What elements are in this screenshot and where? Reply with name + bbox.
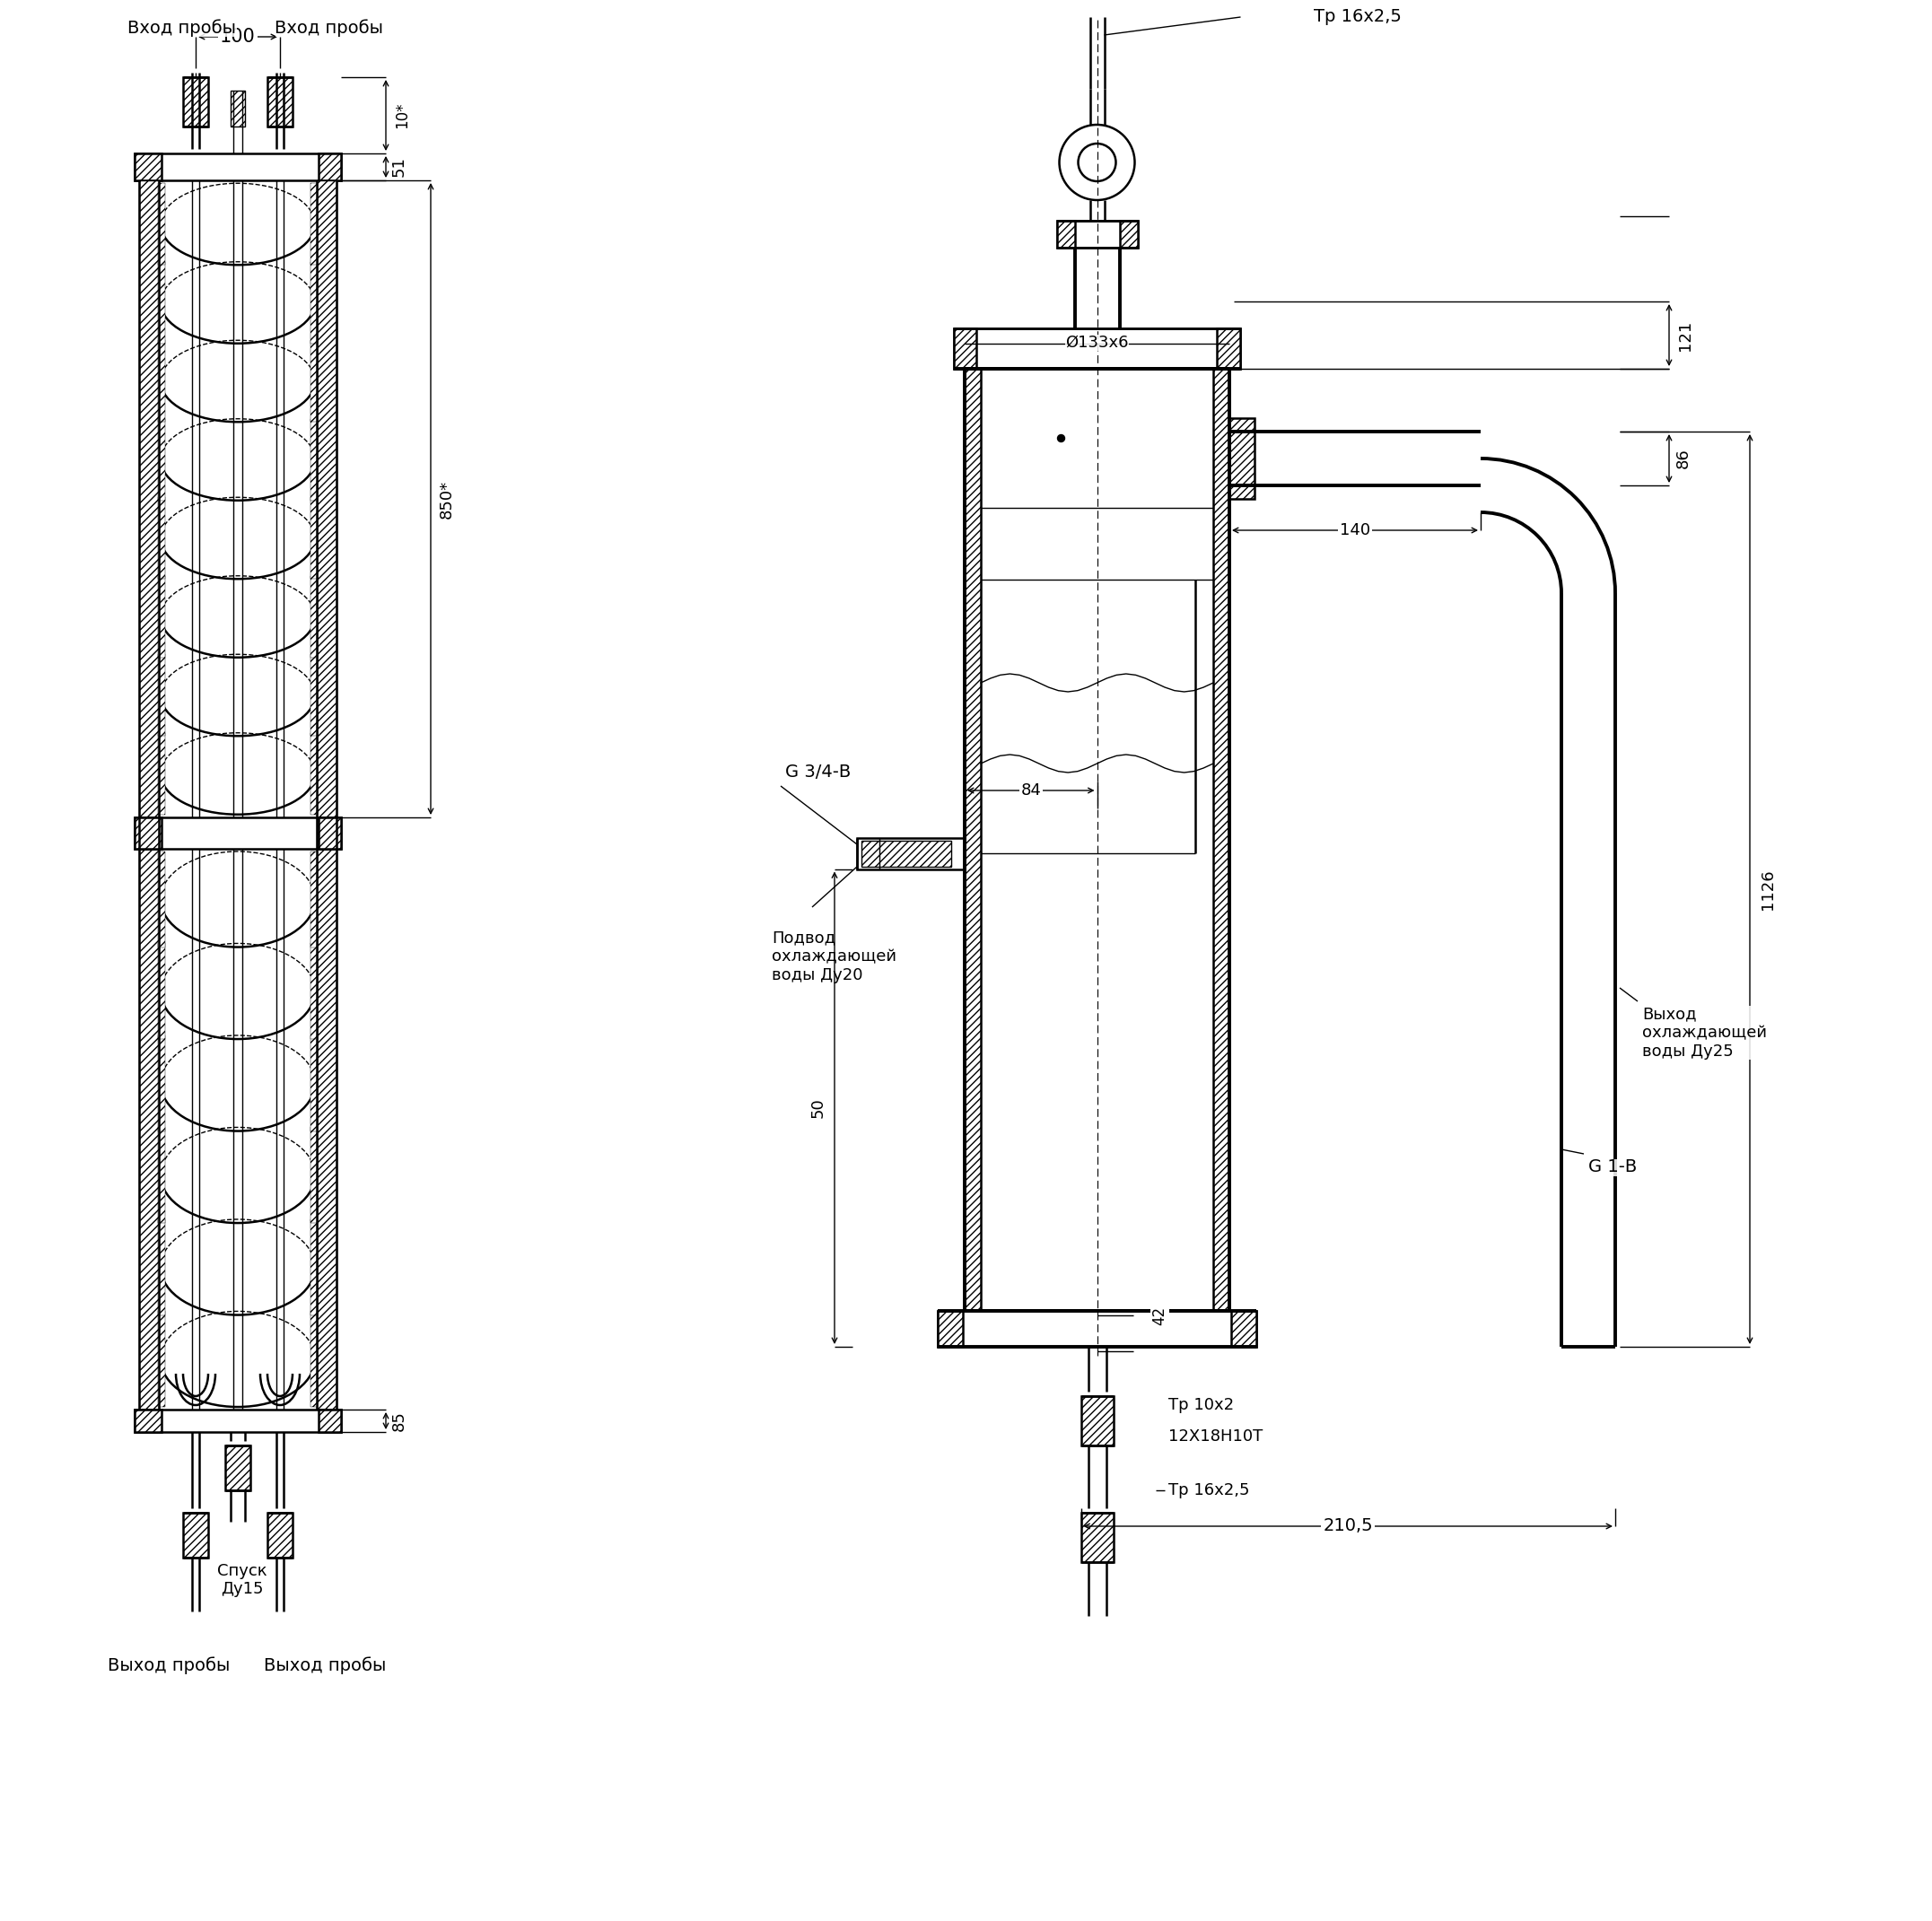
Text: Ø133х6: Ø133х6	[1065, 334, 1128, 352]
Text: 10*: 10*	[394, 102, 410, 129]
Text: Спуск
Ду15: Спуск Ду15	[216, 1562, 267, 1598]
Circle shape	[1057, 434, 1065, 442]
Bar	[311, 576, 317, 657]
Bar	[135, 1410, 340, 1431]
Bar	[317, 181, 336, 1410]
Bar	[858, 838, 964, 868]
Bar	[319, 1410, 340, 1431]
Text: 850*: 850*	[439, 480, 454, 519]
Bar	[1213, 369, 1229, 1310]
Bar	[184, 77, 209, 127]
Bar	[230, 90, 245, 127]
Bar	[158, 732, 164, 815]
Text: 100: 100	[220, 27, 255, 46]
Bar	[158, 851, 164, 947]
Bar	[135, 154, 340, 181]
Bar	[311, 1312, 317, 1406]
Text: 86: 86	[1675, 448, 1692, 469]
Bar	[158, 1035, 164, 1131]
Bar	[311, 1220, 317, 1316]
Text: G 3/4-В: G 3/4-В	[784, 765, 850, 782]
Bar	[1119, 221, 1138, 248]
Text: Выход пробы: Выход пробы	[263, 1656, 386, 1673]
Bar	[311, 182, 317, 265]
Text: 42: 42	[1151, 1306, 1169, 1325]
Bar	[158, 1220, 164, 1316]
Text: 210,5: 210,5	[1323, 1518, 1374, 1535]
Text: 140: 140	[1339, 523, 1370, 538]
Text: 50: 50	[810, 1097, 827, 1118]
Text: 84: 84	[1020, 782, 1041, 799]
Bar	[311, 419, 317, 501]
Bar	[311, 732, 317, 815]
Text: Тр 16х2,5: Тр 16х2,5	[1314, 8, 1401, 25]
Bar	[135, 818, 162, 849]
Text: 12Х18Н10Т: 12Х18Н10Т	[1169, 1429, 1264, 1445]
Bar	[158, 1312, 164, 1406]
Bar	[311, 943, 317, 1039]
Bar	[937, 1310, 962, 1347]
Bar	[158, 498, 164, 578]
Bar	[135, 818, 340, 849]
Text: G 1-В: G 1-В	[1588, 1158, 1636, 1176]
Bar	[311, 261, 317, 344]
Bar	[1080, 1512, 1113, 1562]
Bar	[267, 77, 292, 127]
Bar	[1080, 1397, 1113, 1445]
Bar	[226, 1445, 251, 1491]
Bar	[184, 1512, 209, 1558]
Text: Вход пробы: Вход пробы	[274, 19, 384, 36]
Bar	[311, 655, 317, 736]
Bar	[158, 576, 164, 657]
Text: Выход
охлаждающей
воды Ду25: Выход охлаждающей воды Ду25	[1642, 1007, 1768, 1060]
Text: 85: 85	[392, 1410, 408, 1431]
Bar	[267, 1512, 292, 1558]
Bar	[937, 1310, 1256, 1347]
Text: 121: 121	[1677, 319, 1692, 350]
Bar	[862, 839, 951, 866]
Bar	[311, 340, 317, 423]
Bar	[964, 369, 981, 1310]
Bar	[311, 851, 317, 947]
Bar	[319, 818, 340, 849]
Bar	[954, 328, 976, 369]
Text: Тр 10х2: Тр 10х2	[1169, 1397, 1235, 1414]
Bar	[158, 261, 164, 344]
Bar	[135, 154, 162, 181]
Bar	[311, 498, 317, 578]
Text: Тр 16х2,5: Тр 16х2,5	[1169, 1483, 1250, 1498]
Bar	[311, 1035, 317, 1131]
Text: Выход пробы: Выход пробы	[108, 1656, 230, 1673]
Bar	[158, 655, 164, 736]
Bar	[1231, 1310, 1256, 1347]
Bar	[311, 1128, 317, 1224]
Bar	[1057, 221, 1074, 248]
Text: Подвод
охлаждающей
воды Ду20: Подвод охлаждающей воды Ду20	[771, 930, 896, 984]
Bar	[1217, 328, 1240, 369]
Text: 1126: 1126	[1760, 868, 1776, 911]
Bar	[139, 181, 158, 1410]
Bar	[319, 154, 340, 181]
Bar	[954, 328, 1240, 369]
Bar	[158, 340, 164, 423]
Bar	[158, 943, 164, 1039]
Bar	[158, 419, 164, 501]
Bar	[1057, 221, 1138, 248]
Text: Вход пробы: Вход пробы	[128, 19, 236, 36]
Bar	[1229, 419, 1254, 499]
Bar	[158, 1128, 164, 1224]
Bar	[158, 182, 164, 265]
Text: 51: 51	[392, 158, 408, 177]
Bar	[135, 1410, 162, 1431]
